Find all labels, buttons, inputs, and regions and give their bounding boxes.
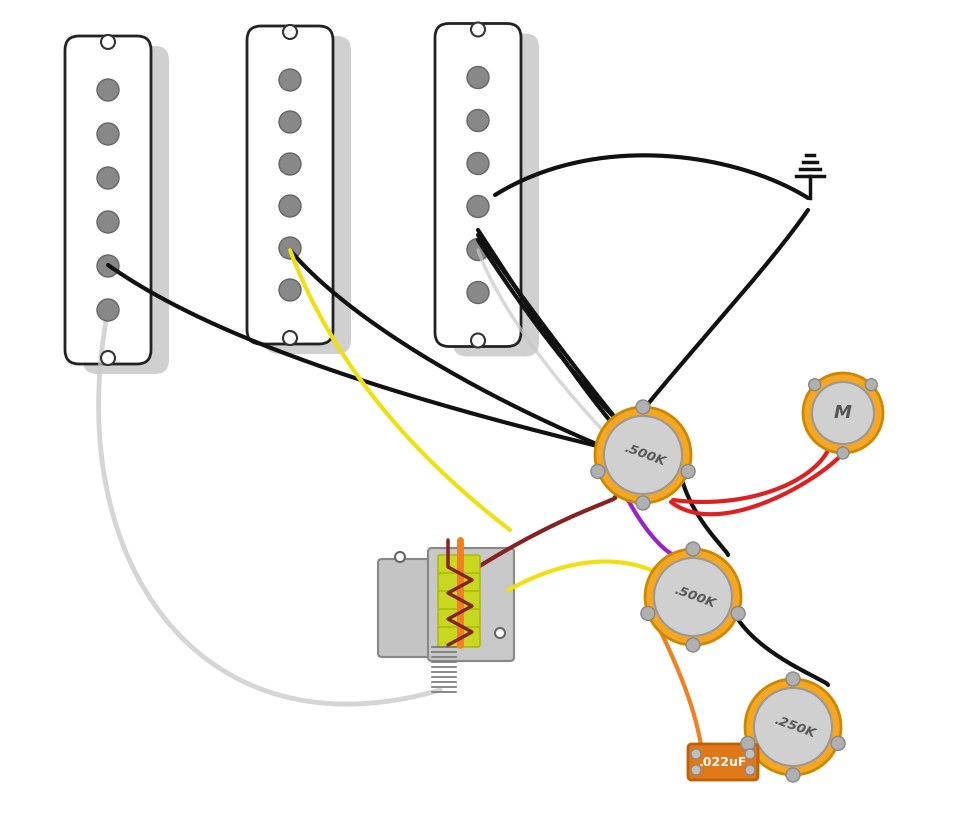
- Circle shape: [97, 211, 119, 233]
- Circle shape: [279, 69, 301, 91]
- Circle shape: [786, 672, 800, 686]
- Circle shape: [471, 334, 485, 348]
- Circle shape: [97, 299, 119, 321]
- FancyBboxPatch shape: [257, 36, 323, 334]
- FancyBboxPatch shape: [438, 555, 480, 575]
- Circle shape: [837, 447, 849, 459]
- Circle shape: [808, 378, 821, 391]
- Circle shape: [101, 351, 115, 365]
- Circle shape: [467, 239, 489, 260]
- Circle shape: [279, 153, 301, 175]
- Text: .500K: .500K: [673, 583, 717, 610]
- Circle shape: [279, 111, 301, 133]
- Circle shape: [812, 382, 874, 444]
- Circle shape: [395, 552, 405, 562]
- Circle shape: [97, 123, 119, 145]
- FancyBboxPatch shape: [453, 34, 539, 357]
- FancyBboxPatch shape: [247, 26, 333, 344]
- Circle shape: [745, 749, 755, 759]
- Circle shape: [686, 542, 700, 556]
- Circle shape: [283, 331, 297, 345]
- Circle shape: [831, 737, 845, 750]
- Circle shape: [471, 22, 485, 36]
- Circle shape: [754, 688, 832, 766]
- Circle shape: [691, 765, 701, 775]
- Circle shape: [636, 496, 650, 510]
- Circle shape: [467, 110, 489, 131]
- FancyBboxPatch shape: [265, 36, 351, 354]
- Circle shape: [495, 628, 505, 638]
- Circle shape: [654, 558, 732, 636]
- Circle shape: [467, 282, 489, 303]
- Circle shape: [97, 79, 119, 101]
- Circle shape: [595, 407, 691, 503]
- Circle shape: [686, 638, 700, 652]
- FancyBboxPatch shape: [438, 591, 480, 611]
- Circle shape: [745, 765, 755, 775]
- Circle shape: [732, 606, 745, 620]
- FancyBboxPatch shape: [438, 573, 480, 593]
- Circle shape: [279, 279, 301, 301]
- Circle shape: [636, 400, 650, 414]
- Circle shape: [786, 768, 800, 782]
- FancyBboxPatch shape: [83, 46, 169, 374]
- Circle shape: [604, 416, 682, 494]
- Circle shape: [283, 25, 297, 39]
- FancyBboxPatch shape: [428, 548, 514, 661]
- Text: .500K: .500K: [623, 442, 667, 468]
- Circle shape: [681, 464, 695, 478]
- Circle shape: [97, 167, 119, 189]
- Text: .022uF: .022uF: [699, 756, 747, 768]
- Circle shape: [803, 373, 883, 453]
- Circle shape: [641, 606, 655, 620]
- Circle shape: [101, 35, 115, 49]
- Circle shape: [467, 153, 489, 174]
- FancyBboxPatch shape: [378, 559, 441, 657]
- FancyBboxPatch shape: [438, 627, 480, 647]
- Circle shape: [97, 255, 119, 277]
- Circle shape: [591, 464, 605, 478]
- FancyBboxPatch shape: [438, 609, 480, 629]
- Text: .250K: .250K: [773, 714, 817, 740]
- FancyBboxPatch shape: [75, 46, 141, 354]
- FancyBboxPatch shape: [435, 23, 521, 346]
- FancyBboxPatch shape: [688, 744, 758, 780]
- Circle shape: [645, 549, 741, 645]
- Circle shape: [865, 378, 877, 391]
- Text: M: M: [834, 404, 852, 422]
- Circle shape: [279, 195, 301, 217]
- Circle shape: [279, 237, 301, 259]
- FancyBboxPatch shape: [445, 34, 511, 336]
- Circle shape: [741, 737, 755, 750]
- FancyBboxPatch shape: [65, 36, 151, 364]
- Circle shape: [467, 196, 489, 217]
- Circle shape: [745, 679, 841, 775]
- Circle shape: [691, 749, 701, 759]
- Circle shape: [467, 67, 489, 88]
